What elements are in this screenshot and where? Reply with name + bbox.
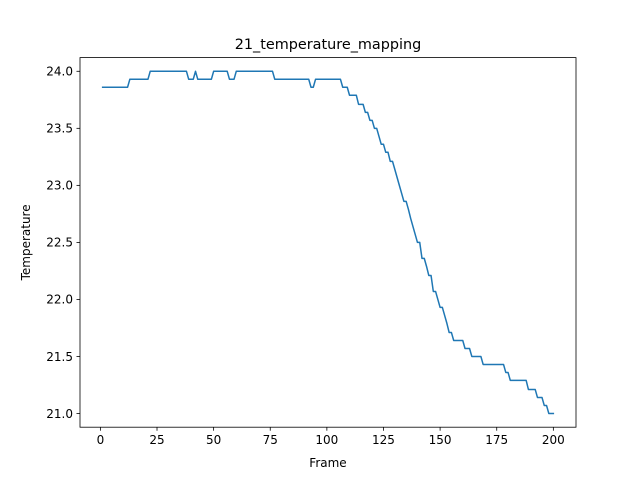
x-tick-label: 100	[315, 433, 338, 447]
x-tick-label: 200	[542, 433, 565, 447]
y-tick-label: 23.5	[46, 122, 73, 136]
x-tick-label: 150	[429, 433, 452, 447]
y-tick-label: 22.5	[46, 236, 73, 250]
y-axis-label: Temperature	[19, 204, 33, 281]
x-axis-ticks: 0 25 50 75 100 125 150 175 200	[97, 427, 565, 447]
x-tick-label: 75	[263, 433, 278, 447]
x-tick-label: 25	[149, 433, 164, 447]
x-tick-label: 50	[206, 433, 221, 447]
y-tick-label: 21.0	[46, 407, 73, 421]
x-axis-label: Frame	[309, 456, 346, 470]
y-axis-ticks: 21.0 21.5 22.0 22.5 23.0 23.5 24.0	[46, 65, 80, 421]
x-tick-label: 0	[97, 433, 105, 447]
x-tick-label: 175	[485, 433, 508, 447]
x-tick-label: 125	[372, 433, 395, 447]
y-tick-label: 23.0	[46, 179, 73, 193]
chart-title: 21_temperature_mapping	[235, 37, 422, 53]
y-tick-label: 22.0	[46, 293, 73, 307]
y-tick-label: 24.0	[46, 65, 73, 79]
series-line	[101, 70, 555, 415]
y-tick-label: 21.5	[46, 350, 73, 364]
